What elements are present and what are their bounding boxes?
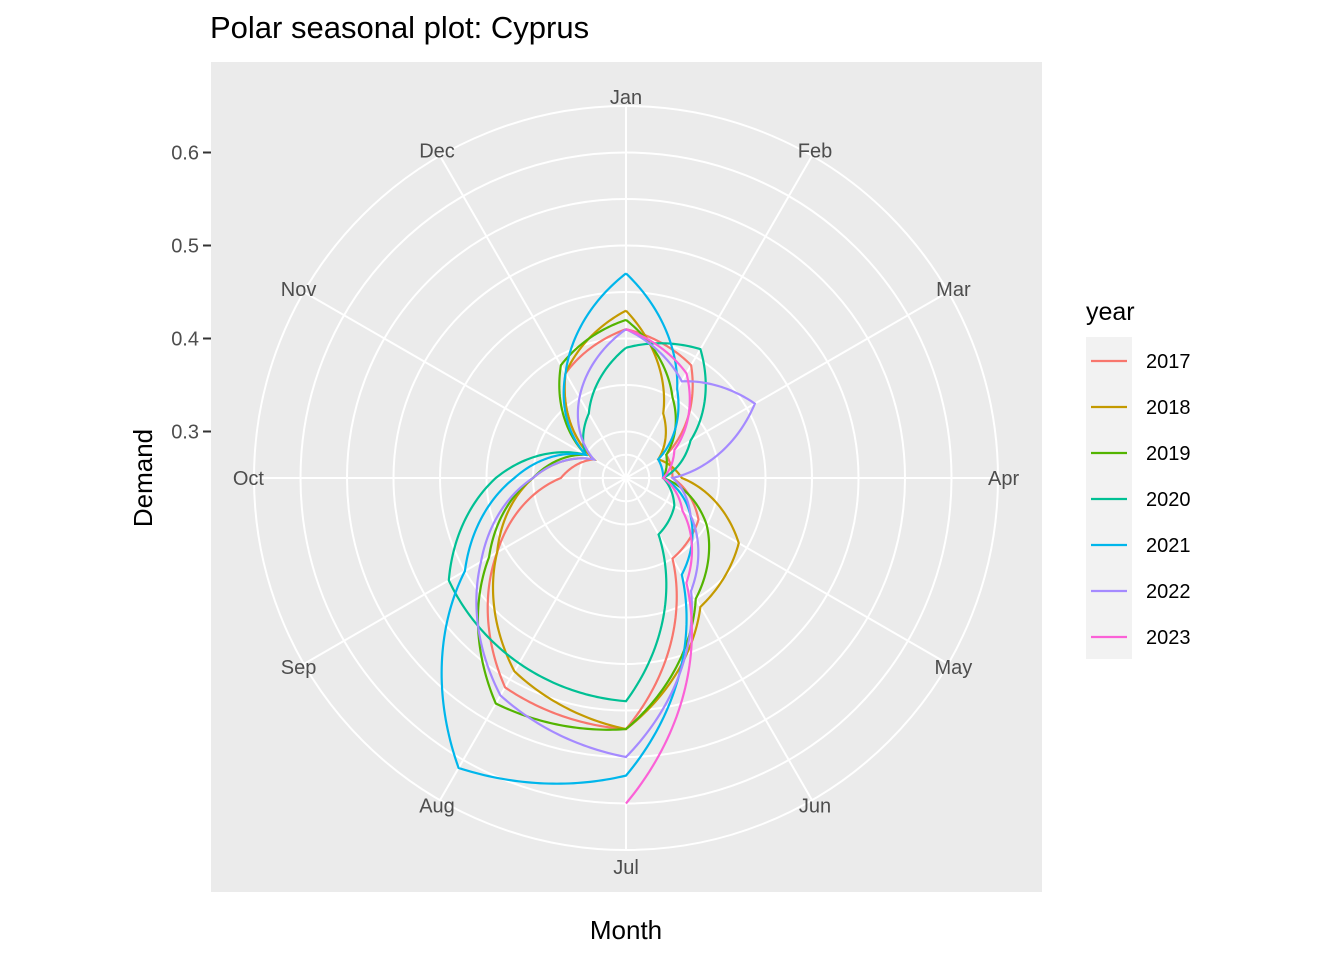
legend-label-2023: 2023 [1146, 627, 1191, 649]
grid-spoke [439, 155, 627, 479]
y-tick-label: 0.5 [171, 236, 199, 258]
legend-label-2018: 2018 [1146, 397, 1191, 419]
grid-spoke [625, 477, 813, 801]
series-line-2023 [625, 328, 694, 805]
legend: year 2017 2018 2019 2020 2021 2022 2023 [1086, 298, 1191, 659]
month-label-oct: Oct [233, 468, 265, 490]
x-axis-title: Month [590, 915, 662, 945]
legend-label-2022: 2022 [1146, 581, 1191, 603]
month-label-jul: Jul [613, 857, 639, 879]
month-label-may: May [935, 657, 973, 679]
month-label-jan: Jan [610, 87, 642, 109]
month-labels: Jan Feb Mar Apr May Jun Jul Aug Sep Oct Nov Dec [233, 87, 1020, 879]
series-line-2022 [475, 328, 757, 759]
legend-title: year [1086, 298, 1135, 326]
y-tick-label: 0.4 [171, 329, 199, 351]
month-label-sep: Sep [281, 657, 317, 679]
y-tick-label: 0.6 [171, 143, 199, 165]
grid-spoke [303, 291, 627, 479]
series-lines [440, 272, 757, 805]
chart-title: Polar seasonal plot: Cyprus [210, 10, 589, 45]
month-label-jun: Jun [799, 795, 831, 817]
month-label-mar: Mar [936, 279, 971, 301]
y-tick-label: 0.3 [171, 422, 199, 444]
legend-label-2019: 2019 [1146, 443, 1191, 465]
month-label-apr: Apr [988, 468, 1019, 490]
month-label-nov: Nov [281, 279, 317, 301]
legend-label-2021: 2021 [1146, 535, 1191, 557]
month-label-dec: Dec [419, 141, 455, 163]
series-line-2021 [440, 272, 694, 785]
y-axis: 0.3 0.4 0.5 0.6 [171, 143, 211, 444]
month-label-feb: Feb [798, 141, 832, 163]
grid-spoke [625, 477, 949, 665]
y-axis-title: Demand [128, 429, 158, 527]
legend-label-2020: 2020 [1146, 489, 1191, 511]
month-label-aug: Aug [419, 795, 455, 817]
legend-label-2017: 2017 [1146, 351, 1191, 373]
grid-spoke [625, 291, 949, 479]
grid-spoke [439, 477, 627, 801]
grid-spoke [625, 155, 813, 479]
